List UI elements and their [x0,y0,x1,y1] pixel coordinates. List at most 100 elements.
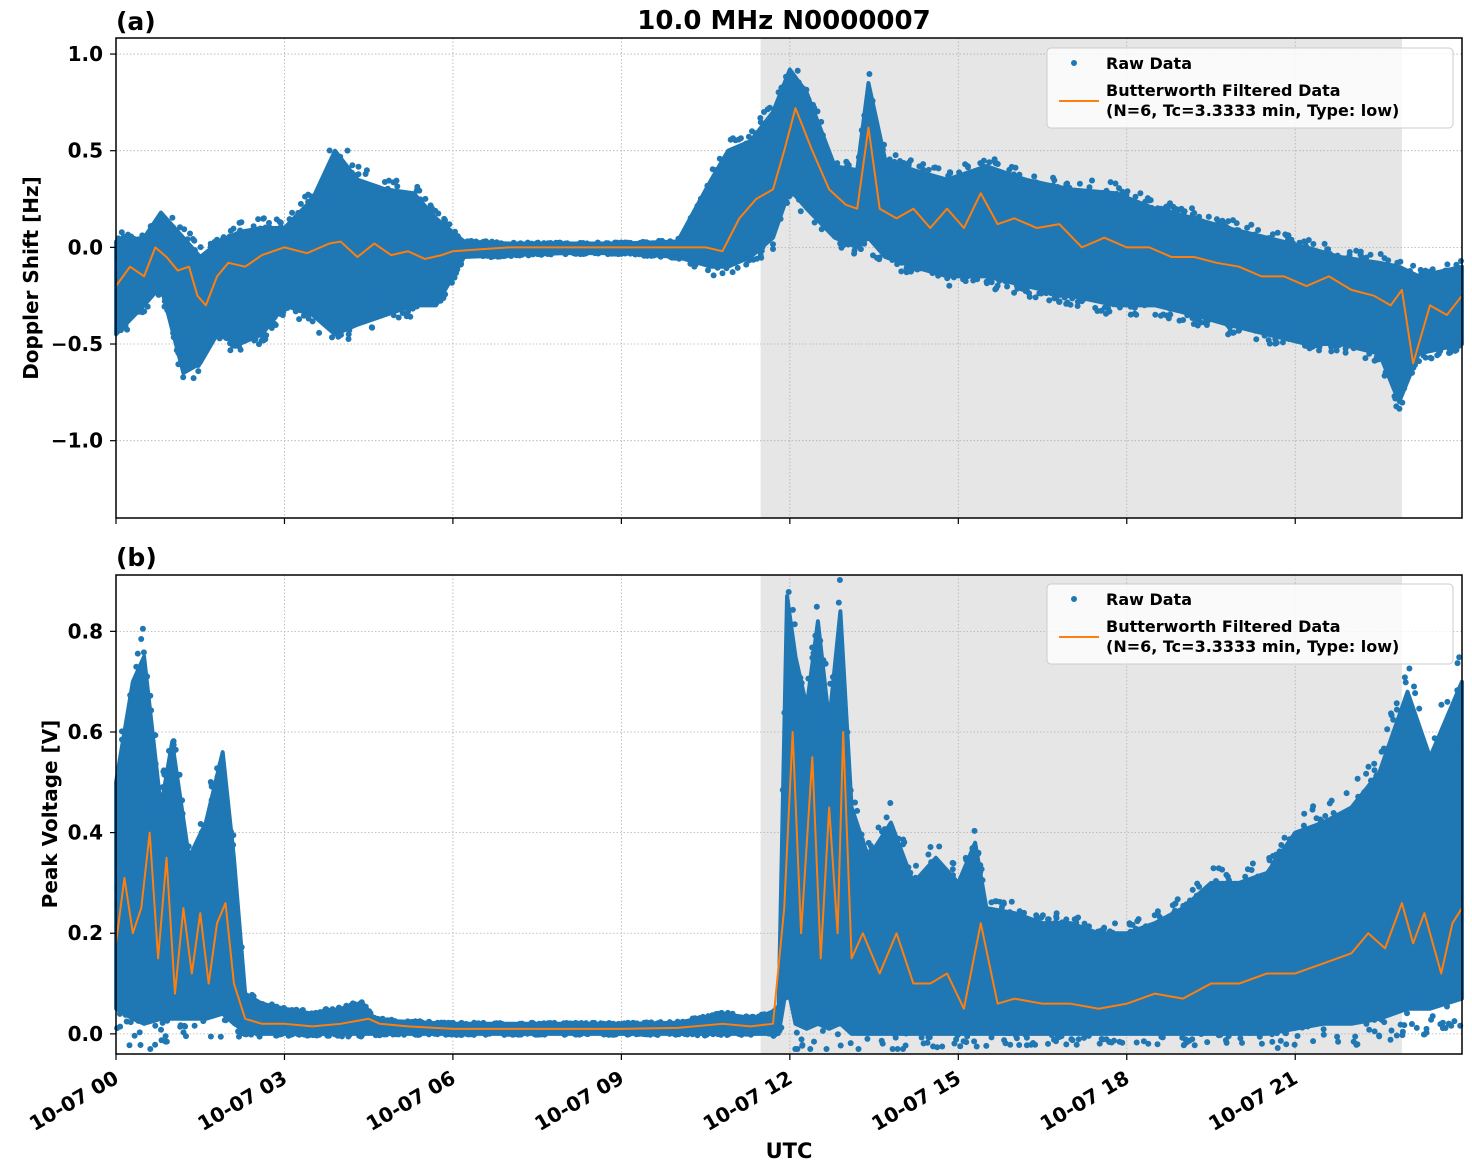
raw-data-point [268,1001,275,1008]
raw-data-point [848,193,855,200]
raw-data-point [988,279,995,286]
raw-data-point [533,240,540,247]
raw-data-point [694,203,701,209]
raw-data-point [172,746,179,753]
raw-data-point [1315,335,1322,342]
raw-data-point [931,164,938,171]
raw-data-point [1138,1028,1145,1035]
raw-data-point [962,272,969,279]
raw-data-point [353,172,360,178]
raw-data-point [227,347,234,354]
raw-data-point [927,844,934,850]
raw-data-point [973,1043,980,1050]
raw-data-point [1432,999,1439,1006]
raw-data-point [1000,899,1007,906]
raw-data-point [279,312,286,319]
raw-data-point [1127,928,1134,935]
raw-data-point [152,1041,159,1048]
raw-data-point [166,747,172,754]
raw-data-point [1225,218,1232,225]
raw-data-point [490,239,497,246]
raw-data-point [817,637,824,644]
raw-data-point [1437,348,1444,354]
raw-data-point [560,1020,567,1027]
raw-data-point [1309,343,1316,350]
raw-data-point [1016,171,1023,178]
raw-data-point [1245,231,1252,238]
raw-data-point [900,160,907,166]
raw-data-point [777,215,784,222]
raw-data-point [553,240,559,247]
raw-data-point [574,1020,581,1027]
raw-data-point [1321,240,1328,247]
raw-data-point [811,219,818,226]
raw-data-point [126,1042,133,1049]
raw-data-point [822,729,829,735]
raw-data-point [277,219,284,226]
raw-data-point [1373,348,1380,355]
raw-data-point [114,851,121,857]
raw-data-point [1195,962,1202,969]
raw-data-point [1154,1041,1161,1048]
raw-data-point [933,868,939,875]
raw-data-point [1366,350,1373,357]
raw-data-point [1213,878,1219,884]
raw-data-point [294,1008,301,1014]
raw-data-point [1456,654,1463,661]
raw-data-point [213,237,220,244]
legend-raw-marker-icon [1071,596,1077,602]
raw-data-point [325,1007,332,1014]
raw-data-point [1190,1004,1197,1010]
raw-data-point [273,216,280,223]
raw-data-point [729,1010,736,1017]
raw-data-point [1022,177,1029,184]
raw-data-point [797,208,804,215]
raw-data-point [176,771,183,778]
raw-data-point [705,267,711,274]
raw-data-point [761,109,767,115]
raw-data-point [122,1011,129,1018]
raw-data-point [847,1040,854,1047]
raw-data-point [1392,395,1399,402]
raw-data-point [883,251,890,258]
raw-data-point [1184,312,1191,319]
raw-data-point [572,1031,579,1038]
raw-data-point [185,843,192,850]
raw-data-point [473,238,480,245]
y-tick-label: 0.5 [68,139,103,163]
raw-data-point [561,1031,568,1038]
raw-data-point [240,997,247,1004]
raw-data-point [1112,180,1119,187]
raw-data-point [1411,683,1417,690]
raw-data-point [1067,301,1074,308]
raw-data-point [1353,247,1360,254]
raw-data-point [1236,326,1243,333]
raw-data-point [1307,986,1314,992]
raw-data-point [448,1031,455,1038]
raw-data-point [1350,345,1357,352]
raw-data-point [666,1030,673,1037]
raw-data-point [1274,229,1281,236]
raw-data-point [266,219,272,226]
raw-data-point [1277,1037,1284,1044]
raw-data-point [1028,943,1034,950]
raw-data-point [1270,237,1277,244]
raw-data-point [1126,921,1133,928]
raw-data-point [1282,1030,1289,1036]
raw-data-point [297,200,304,207]
raw-data-point [238,944,245,951]
raw-data-point [1031,173,1038,180]
raw-data-point [985,252,992,259]
raw-data-point [1444,1003,1450,1010]
raw-data-point [667,253,674,260]
raw-data-point [1266,331,1273,337]
y-tick-label: 0.2 [68,921,103,945]
raw-data-point [789,190,796,197]
raw-data-point [348,169,355,176]
raw-data-point [697,195,704,202]
raw-data-point [1077,223,1084,230]
raw-data-point [962,161,969,168]
raw-data-point [1069,295,1076,302]
raw-data-point [974,1022,981,1029]
raw-data-point [879,828,885,835]
